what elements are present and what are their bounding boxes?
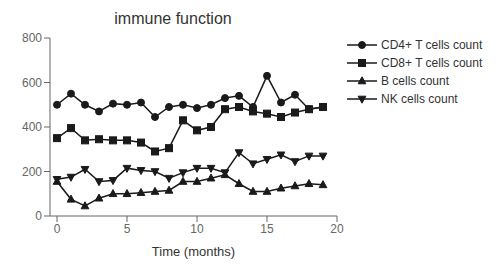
svg-text:800: 800 — [22, 31, 42, 45]
html-text:NK cells count: NK cells count — [381, 92, 458, 106]
html-text:B cells count: B cells count — [381, 74, 449, 88]
html-text:CD4+ T cells count: CD4+ T cells count — [381, 38, 483, 52]
svg-text:10: 10 — [190, 222, 204, 236]
html-text:immune function: immune function — [114, 10, 232, 27]
svg-text:0: 0 — [54, 222, 61, 236]
svg-text:20: 20 — [330, 222, 344, 236]
svg-text:5: 5 — [124, 222, 131, 236]
svg-text:0: 0 — [35, 209, 42, 223]
svg-text:200: 200 — [22, 165, 42, 179]
svg-text:400: 400 — [22, 120, 42, 134]
svg-text:15: 15 — [260, 222, 274, 236]
svg-text:Time (months): Time (months) — [152, 244, 235, 259]
svg-text:600: 600 — [22, 76, 42, 90]
html-text:CD8+ T cells count: CD8+ T cells count — [381, 56, 483, 70]
